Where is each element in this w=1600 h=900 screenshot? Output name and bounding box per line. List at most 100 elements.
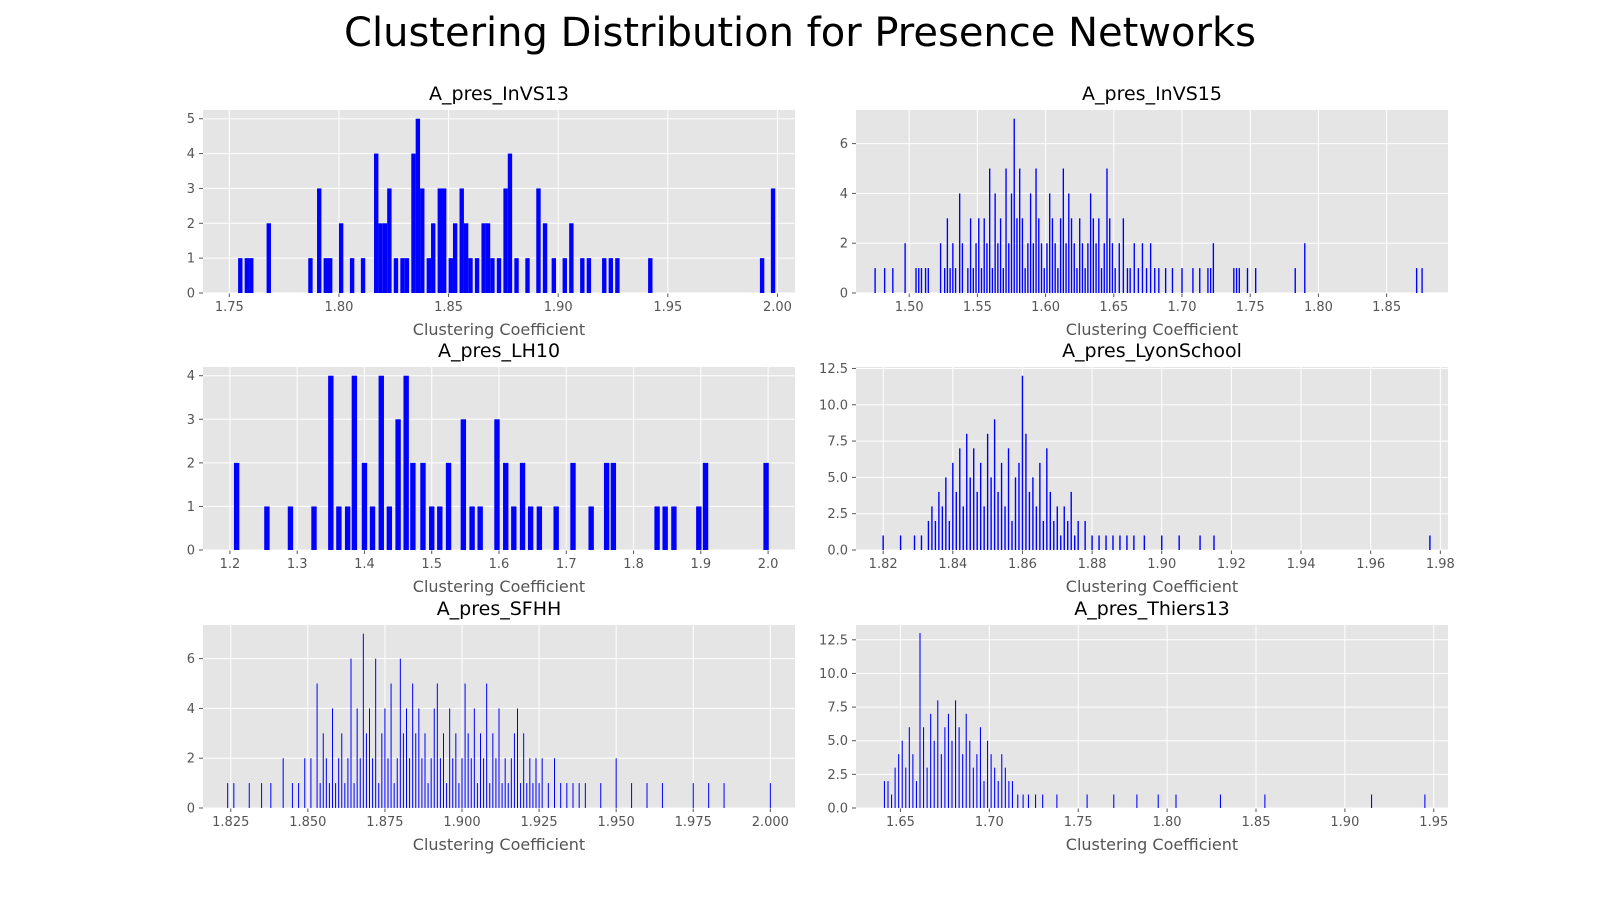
histogram-bar — [415, 733, 417, 808]
histogram-bar — [535, 758, 537, 808]
histogram-bar — [999, 218, 1002, 293]
histogram-bar — [943, 268, 946, 293]
x-tick-label: 2.00 — [763, 300, 792, 315]
histogram-bar — [887, 781, 889, 808]
histogram-bar — [1089, 193, 1092, 293]
subplot-title: A_pres_SFHH — [437, 598, 562, 620]
histogram-bar — [227, 783, 229, 808]
histogram-bar — [905, 767, 907, 808]
histogram-bar — [1065, 243, 1067, 293]
histogram-bar — [532, 783, 534, 808]
histogram-bar — [951, 740, 953, 808]
x-tick-label: 1.925 — [520, 815, 557, 830]
x-tick-label: 1.55 — [963, 300, 992, 315]
histogram-bar — [455, 733, 457, 808]
histogram-bar — [403, 375, 409, 550]
histogram-bar — [1035, 794, 1037, 808]
histogram-bar — [526, 783, 528, 808]
histogram-bar — [1084, 520, 1086, 550]
histogram-bar — [335, 783, 337, 808]
histogram-bar — [244, 258, 250, 293]
histogram-bar — [920, 268, 923, 293]
histogram-bar — [927, 520, 930, 550]
histogram-bar — [1209, 268, 1212, 293]
x-tick-label: 1.8 — [623, 557, 644, 572]
y-tick-label: 0 — [187, 802, 195, 817]
histogram-bar — [1068, 193, 1070, 293]
y-tick-label: 0 — [840, 287, 848, 302]
histogram-bar — [1098, 218, 1100, 293]
histogram-bar — [1199, 535, 1201, 550]
histogram-bar — [913, 535, 916, 550]
histogram-bar — [1005, 168, 1007, 293]
histogram-bar — [449, 708, 451, 808]
histogram-bar — [430, 758, 432, 808]
histogram-bar — [1424, 794, 1426, 808]
histogram-bar — [356, 708, 358, 808]
histogram-bar — [972, 767, 974, 808]
histogram-bar — [969, 740, 971, 808]
x-axis-label: Clustering Coefficient — [1066, 835, 1238, 854]
histogram-bar — [646, 783, 648, 808]
subplot-title: A_pres_InVS13 — [429, 83, 569, 105]
histogram-bar — [892, 268, 894, 293]
histogram-bar — [1040, 243, 1043, 293]
histogram-bar — [353, 783, 355, 808]
histogram-bar — [965, 713, 967, 808]
histogram-bar — [891, 794, 893, 808]
histogram-bar — [341, 733, 343, 808]
histogram-bar — [452, 223, 458, 293]
histogram-bar — [1017, 794, 1019, 808]
histogram-bar — [496, 258, 502, 293]
histogram-bar — [420, 462, 426, 550]
histogram-bar — [1013, 118, 1015, 293]
histogram-bar — [520, 783, 522, 808]
histogram-bar — [569, 223, 574, 293]
histogram-bar — [527, 506, 534, 550]
histogram-bar — [1070, 218, 1073, 293]
histogram-bar — [586, 258, 592, 293]
histogram-bar — [498, 708, 500, 808]
x-tick-label: 1.75 — [1064, 815, 1093, 830]
histogram-bar — [429, 506, 435, 550]
histogram-bar — [933, 740, 935, 808]
y-tick-label: 0 — [187, 544, 195, 559]
y-tick-label: 0.0 — [827, 544, 848, 559]
histogram-bar — [270, 783, 272, 808]
x-axis-label: Clustering Coefficient — [1066, 577, 1238, 596]
histogram-bar — [1028, 491, 1031, 550]
histogram-bar — [361, 462, 368, 550]
histogram-bar — [1081, 243, 1084, 293]
histogram-bar — [439, 758, 441, 808]
histogram-bar — [610, 462, 617, 550]
histogram-bar — [1111, 243, 1114, 293]
histogram-bar — [1067, 520, 1069, 550]
histogram-bar — [952, 243, 954, 293]
histogram-bar — [287, 506, 294, 550]
histogram-bar — [1000, 462, 1003, 550]
subplot-title: A_pres_InVS15 — [1082, 83, 1222, 105]
histogram-bar — [661, 783, 663, 808]
histogram-bar — [882, 535, 884, 550]
histogram-bar — [481, 223, 486, 293]
histogram-bar — [991, 268, 994, 293]
histogram-bar — [291, 783, 293, 808]
x-tick-label: 1.7 — [556, 557, 577, 572]
histogram-bar — [944, 727, 946, 808]
histogram-bar — [399, 658, 401, 808]
histogram-bar — [445, 462, 452, 550]
histogram-bar — [983, 506, 985, 550]
histogram-bar — [362, 633, 364, 808]
histogram-bar — [1046, 243, 1048, 293]
histogram-bar — [1421, 268, 1423, 293]
histogram-bar — [955, 700, 957, 808]
y-tick-label: 2 — [187, 456, 195, 471]
histogram-bar — [1181, 268, 1183, 293]
histogram-bar — [1294, 268, 1296, 293]
x-tick-label: 1.75 — [215, 300, 244, 315]
histogram-bar — [1175, 794, 1177, 808]
histogram-bar — [708, 783, 710, 808]
histogram-bar — [1254, 268, 1257, 293]
x-tick-label: 1.950 — [598, 815, 635, 830]
